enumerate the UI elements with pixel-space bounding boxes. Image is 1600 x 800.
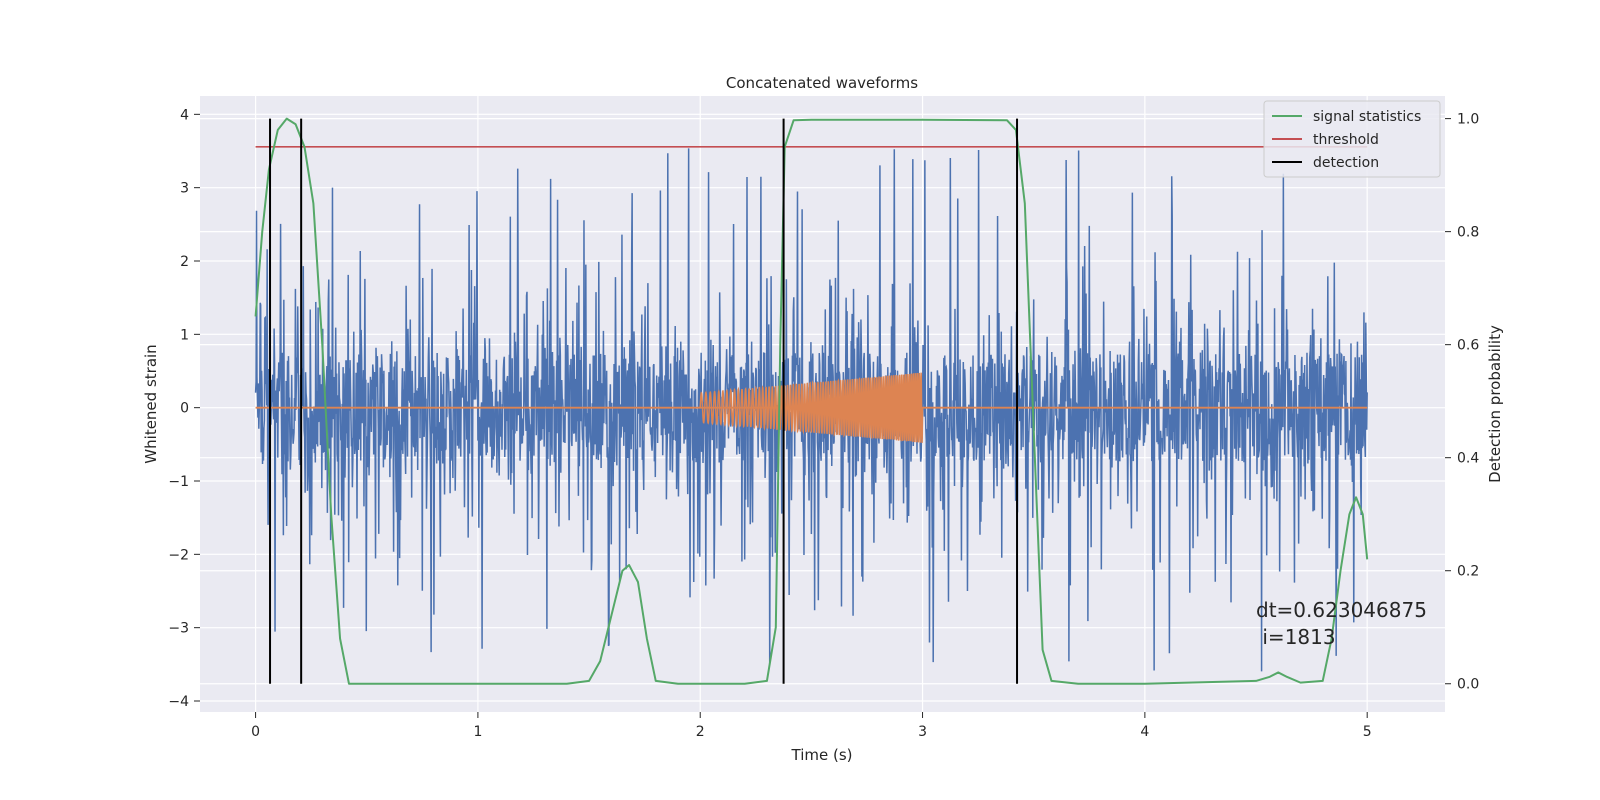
annotation: dt=0.623046875 i=1813: [1256, 598, 1427, 649]
x-tick-label: 0: [251, 724, 260, 740]
legend: signal statistics threshold detection: [1263, 100, 1441, 178]
y-tick-label: 4: [180, 107, 189, 123]
x-tick-label: 5: [1363, 724, 1372, 740]
x-tick-label: 1: [473, 724, 482, 740]
y-axis-label: Whitened strain: [142, 344, 160, 463]
axis-ticks: 0 1 2 3 4 5 −4 −3 −2 −1 0 1 2 3 4 0.0 0.2 0.4 0.6 0.8 1.0: [168, 107, 1479, 740]
series-layer: [254, 117, 1369, 685]
x-tick-label: 4: [1140, 724, 1149, 740]
y2-axis-label: Detection probability: [1486, 325, 1504, 483]
annotation-index: i=1813: [1256, 625, 1336, 649]
y-tick-label: −4: [168, 694, 189, 710]
y-tick-label: 0: [180, 401, 189, 417]
y-tick-label: 2: [180, 254, 189, 270]
waveform-series-line: [699, 372, 924, 443]
x-axis-label: Time (s): [791, 746, 853, 764]
x-tick-label: 3: [918, 724, 927, 740]
legend-label-detection: detection: [1313, 155, 1379, 171]
y2-tick-label: 0.4: [1457, 451, 1479, 467]
chart-title: Concatenated waveforms: [726, 74, 918, 92]
y-tick-label: 3: [180, 181, 189, 197]
annotation-dt: dt=0.623046875: [1256, 598, 1427, 622]
y-tick-label: 1: [180, 327, 189, 343]
y2-tick-label: 0.0: [1457, 677, 1479, 693]
y2-tick-label: 0.2: [1457, 564, 1479, 580]
legend-box: [1263, 100, 1441, 178]
y-tick-label: −3: [168, 621, 189, 637]
y-tick-label: −2: [168, 547, 189, 563]
y2-tick-label: 0.8: [1457, 225, 1479, 241]
legend-label-threshold: threshold: [1313, 132, 1379, 148]
y2-tick-label: 1.0: [1457, 112, 1479, 128]
signal-statistics-line: [254, 117, 1369, 685]
strain-series-line: [254, 148, 1368, 672]
y2-tick-label: 0.6: [1457, 338, 1479, 354]
x-tick-label: 2: [696, 724, 705, 740]
legend-label-signal: signal statistics: [1313, 109, 1421, 125]
y-tick-label: −1: [168, 474, 189, 490]
